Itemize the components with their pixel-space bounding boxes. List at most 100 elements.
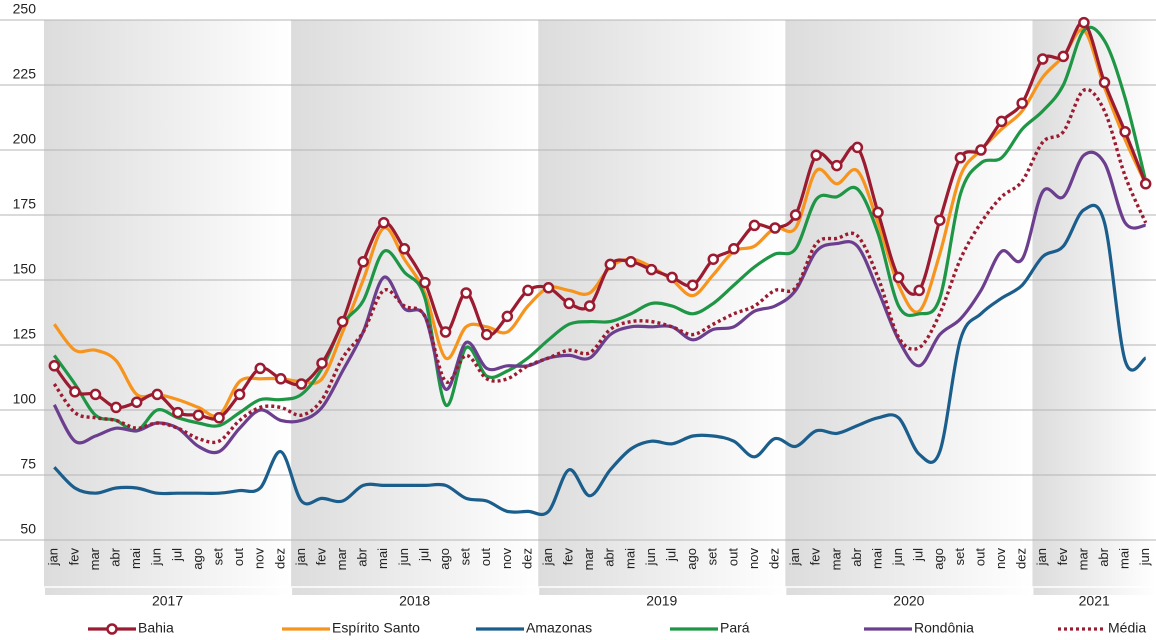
y-tick-label: 175 xyxy=(13,196,37,212)
data-point xyxy=(686,279,699,291)
data-point xyxy=(1098,76,1111,89)
year-label: 2017 xyxy=(152,593,183,609)
data-point xyxy=(316,357,328,369)
data-point xyxy=(151,388,164,401)
x-tick-label: nov xyxy=(746,548,761,569)
legend-label: Média xyxy=(1108,620,1146,636)
data-point xyxy=(233,388,246,401)
x-tick-label: abr xyxy=(602,547,617,566)
y-tick-label: 200 xyxy=(13,131,37,147)
x-tick-label: set xyxy=(705,548,720,566)
data-point xyxy=(872,206,884,219)
x-tick-label: mar xyxy=(1075,547,1090,570)
x-tick-label: jan xyxy=(787,548,802,566)
x-tick-label: mai xyxy=(375,548,390,569)
data-point xyxy=(542,282,555,294)
x-tick-label: fev xyxy=(1055,548,1070,566)
data-point xyxy=(831,159,843,172)
series-line xyxy=(52,25,1148,433)
x-tick-label: mai xyxy=(1117,548,1132,569)
x-tick-label: mar xyxy=(87,547,102,570)
x-tick-label: dez xyxy=(519,548,534,569)
y-tick-label: 50 xyxy=(20,521,36,537)
x-tick-label: out xyxy=(972,548,987,566)
x-tick-label: set xyxy=(210,548,225,566)
data-point xyxy=(254,362,266,375)
data-point xyxy=(789,209,802,221)
data-point xyxy=(728,243,740,255)
year-label: 2018 xyxy=(399,593,430,609)
x-tick-label: fev xyxy=(66,548,81,566)
x-tick-label: abr xyxy=(355,547,370,566)
data-point xyxy=(295,378,308,390)
x-tick-label: jan xyxy=(46,548,61,566)
x-tick-label: jul xyxy=(911,548,926,562)
series-line xyxy=(52,87,1148,445)
x-tick-label: jul xyxy=(416,548,431,562)
y-tick-label: 150 xyxy=(13,261,37,277)
x-tick-label: fev xyxy=(561,548,576,566)
x-tick-label: ago xyxy=(931,548,946,570)
data-point xyxy=(89,388,102,401)
x-tick-label: out xyxy=(725,548,740,566)
x-tick-label: jun xyxy=(890,548,905,566)
data-point xyxy=(913,284,925,297)
x-tick-label: dez xyxy=(1014,548,1029,569)
y-tick-label: 250 xyxy=(13,1,37,17)
data-point xyxy=(398,243,411,255)
data-point xyxy=(130,396,143,408)
data-point xyxy=(645,263,658,276)
data-point xyxy=(563,297,575,310)
x-tick-label: abr xyxy=(108,547,123,566)
x-tick-label: ago xyxy=(684,548,699,570)
data-point xyxy=(48,360,61,372)
x-tick-label: jan xyxy=(540,548,555,566)
data-point xyxy=(810,149,822,161)
x-tick-label: fev xyxy=(808,548,823,566)
x-tick-label: nov xyxy=(993,548,1008,569)
x-tick-label: nov xyxy=(499,548,514,569)
data-point xyxy=(995,115,1008,128)
data-point xyxy=(851,141,864,154)
data-point xyxy=(501,310,514,323)
data-point xyxy=(1036,53,1049,65)
x-tick-label: mar xyxy=(828,547,843,570)
y-tick-label: 75 xyxy=(20,456,36,472)
x-tick-label: jan xyxy=(293,548,308,566)
data-point xyxy=(748,219,761,232)
y-tick-label: 125 xyxy=(13,326,37,342)
y-tick-label: 100 xyxy=(13,391,37,407)
data-point xyxy=(1119,126,1131,138)
data-point xyxy=(69,386,81,398)
x-tick-label: nov xyxy=(252,548,267,569)
data-point xyxy=(1016,97,1028,109)
data-point xyxy=(439,326,452,338)
data-point xyxy=(357,256,369,268)
legend-label: Espírito Santo xyxy=(332,620,420,636)
x-tick-label: jun xyxy=(643,548,658,566)
data-point xyxy=(707,253,720,265)
data-point xyxy=(625,256,637,268)
year-band xyxy=(1032,20,1156,595)
x-tick-label: jul xyxy=(169,548,184,562)
x-tick-label: jun xyxy=(396,548,411,566)
year-label: 2020 xyxy=(893,593,924,609)
y-tick-label: 225 xyxy=(13,66,37,82)
series-line xyxy=(52,150,1146,455)
data-point xyxy=(110,401,122,414)
data-point xyxy=(975,144,987,156)
legend-label: Bahia xyxy=(138,620,174,636)
data-point xyxy=(275,373,287,385)
data-point xyxy=(892,271,905,284)
x-tick-label: abr xyxy=(1096,547,1111,566)
data-point xyxy=(1057,50,1070,63)
data-point xyxy=(172,406,184,419)
year-label: 2021 xyxy=(1079,593,1110,609)
data-point xyxy=(192,409,205,421)
data-point xyxy=(522,284,534,297)
data-point xyxy=(213,412,225,424)
x-tick-label: ago xyxy=(437,548,452,570)
data-point xyxy=(336,315,349,328)
legend-label: Pará xyxy=(720,620,750,636)
